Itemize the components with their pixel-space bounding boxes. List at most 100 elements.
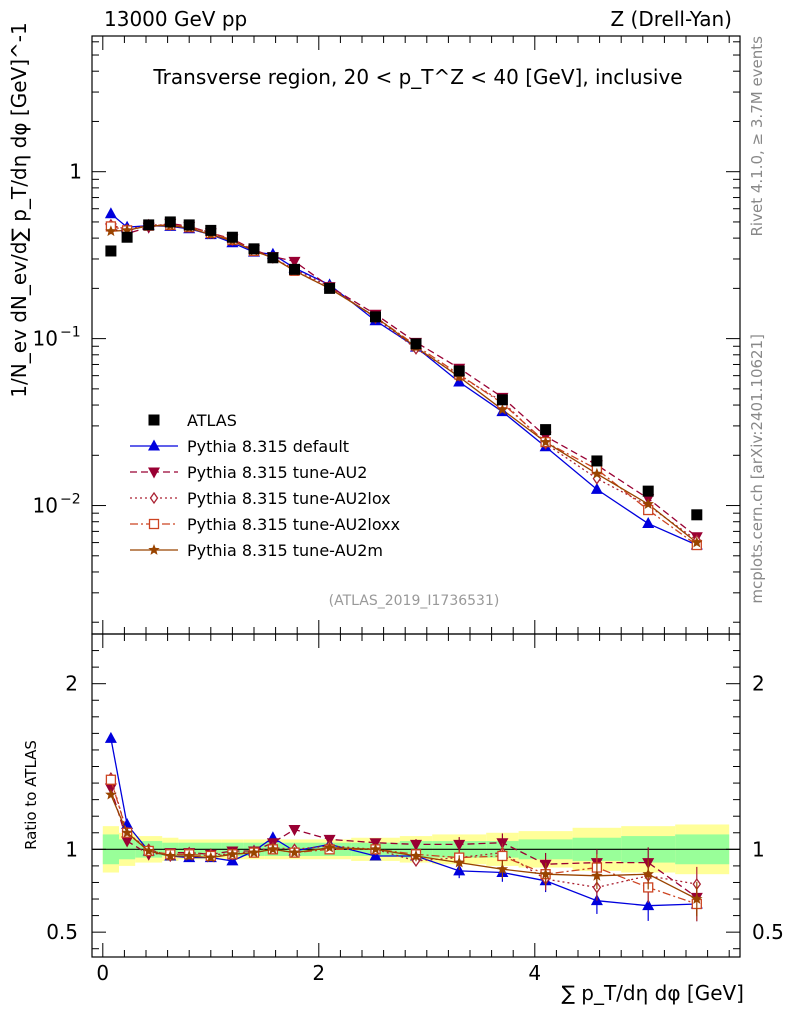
legend: ATLAS Pythia 8.315 default Pythia 8.315 tu… [130, 411, 400, 560]
atlas-data-point [164, 216, 176, 228]
ratio-point [410, 850, 422, 861]
atlas-data-point [248, 243, 260, 255]
axes [91, 35, 741, 958]
atlas-data-point [410, 338, 422, 350]
ratio-panel [92, 731, 740, 922]
atlas-data-point [121, 231, 133, 243]
ratio-point [105, 774, 117, 785]
data-point [105, 225, 117, 237]
ratio-point [104, 731, 117, 743]
ratio-point [496, 863, 509, 875]
ratio-y-tick-label-right: 1 [752, 837, 765, 861]
ratio-point [205, 851, 217, 863]
data-point [691, 536, 703, 548]
atlas-data-point [183, 219, 195, 231]
atlas-data-point [143, 219, 155, 231]
analysis-watermark: (ATLAS_2019_I1736531) [329, 593, 500, 609]
ratio-point [642, 868, 654, 879]
ratio-y-tick-label-right: 0.5 [752, 920, 784, 944]
y-tick-label: 10 [33, 494, 58, 518]
legend-entry: Pythia 8.315 default [187, 437, 349, 456]
atlas-data-point [496, 394, 508, 406]
data-point [590, 482, 603, 494]
x-tick-label: 4 [528, 961, 541, 985]
ratio-y-tick-label: 1 [65, 837, 78, 861]
rivet-version-label: Rivet 4.1.0, ≥ 3.7M events [748, 36, 766, 237]
legend-entry: ATLAS [187, 411, 237, 430]
data-point [496, 403, 509, 415]
ratio-point [267, 843, 279, 855]
legend-entry: Pythia 8.315 tune-AU2lox [187, 489, 391, 508]
data-point [104, 207, 117, 219]
legend-marker [148, 467, 160, 479]
atlas-data-point [267, 252, 279, 264]
ratio-y-axis-label: Ratio to ATLAS [22, 740, 40, 850]
ratio-point [591, 869, 603, 881]
ratio-point [121, 826, 133, 838]
legend-marker [148, 544, 160, 555]
legend-marker [148, 439, 160, 451]
x-axis-label: ∑ p_T/dη dφ [GeV] [561, 981, 744, 1005]
atlas-data-point [205, 224, 217, 236]
x-tick-label: 0 [96, 961, 109, 985]
main-y-axis-label: 1/N_ev dN_ev/d∑ p_T/dη dφ [GeV]^-1 [7, 22, 31, 397]
ratio-point [410, 839, 422, 851]
legend-marker-atlas [148, 414, 160, 426]
atlas-data-point [642, 485, 654, 497]
y-tick-label: 10 [33, 327, 58, 351]
data-point [642, 498, 654, 509]
ratio-point [288, 846, 301, 858]
ratio-point [121, 836, 134, 848]
ratio-point [369, 843, 382, 855]
ratio-y-tick-label: 0.5 [46, 920, 78, 944]
ratio-point [323, 841, 336, 853]
legend-entry: Pythia 8.315 tune-AU2 [187, 463, 367, 482]
legend-marker [148, 518, 160, 530]
ratio-point [497, 850, 508, 862]
legend-entry: Pythia 8.315 tune-AU2m [187, 541, 383, 560]
data-point [121, 224, 133, 236]
atlas-data-point [324, 282, 336, 294]
ratio-point [539, 868, 552, 879]
data-point [539, 436, 552, 447]
ratio-point [143, 845, 155, 856]
atlas-data-point [453, 365, 465, 377]
process-label: Z (Drell-Yan) [610, 7, 732, 31]
ratio-point [691, 893, 703, 904]
ratio-point [288, 824, 301, 836]
ratio-point [453, 839, 466, 851]
mcplots-label: mcplots.cern.ch [arXiv:2401.10621] [748, 334, 766, 604]
data-point [642, 517, 655, 529]
atlas-data-point [289, 263, 300, 275]
y-tick-label: 1 [69, 160, 82, 184]
atlas-data-point [540, 424, 552, 436]
plot-title: Transverse region, 20 < p_T^Z < 40 [GeV]… [152, 65, 682, 89]
ratio-point [226, 848, 239, 860]
ratio-point [105, 788, 117, 800]
atlas-data-point [591, 455, 603, 467]
main-panel [104, 207, 703, 551]
atlas-data-point [226, 231, 238, 243]
ratio-y-tick-label: 2 [65, 672, 78, 696]
ratio-point [183, 850, 195, 861]
y-tick-exponent: −2 [60, 492, 81, 508]
data-point [643, 504, 654, 516]
ratio-frame [91, 633, 741, 958]
x-tick-label: 2 [312, 961, 325, 985]
atlas-data-point [370, 311, 381, 323]
legend-entry: Pythia 8.315 tune-AU2loxx [187, 515, 400, 534]
ratio-point [453, 856, 465, 868]
atlas-data-point [691, 509, 703, 521]
data-point [288, 256, 301, 268]
ratio-point [164, 850, 176, 861]
ratio-line-1 [110, 738, 697, 907]
legend-marker [149, 491, 159, 505]
atlas-data-point [105, 245, 117, 257]
y-tick-exponent: −1 [60, 325, 81, 341]
ratio-point [248, 846, 260, 858]
data-point [591, 467, 603, 479]
ratio-y-tick-label-right: 2 [752, 672, 765, 696]
